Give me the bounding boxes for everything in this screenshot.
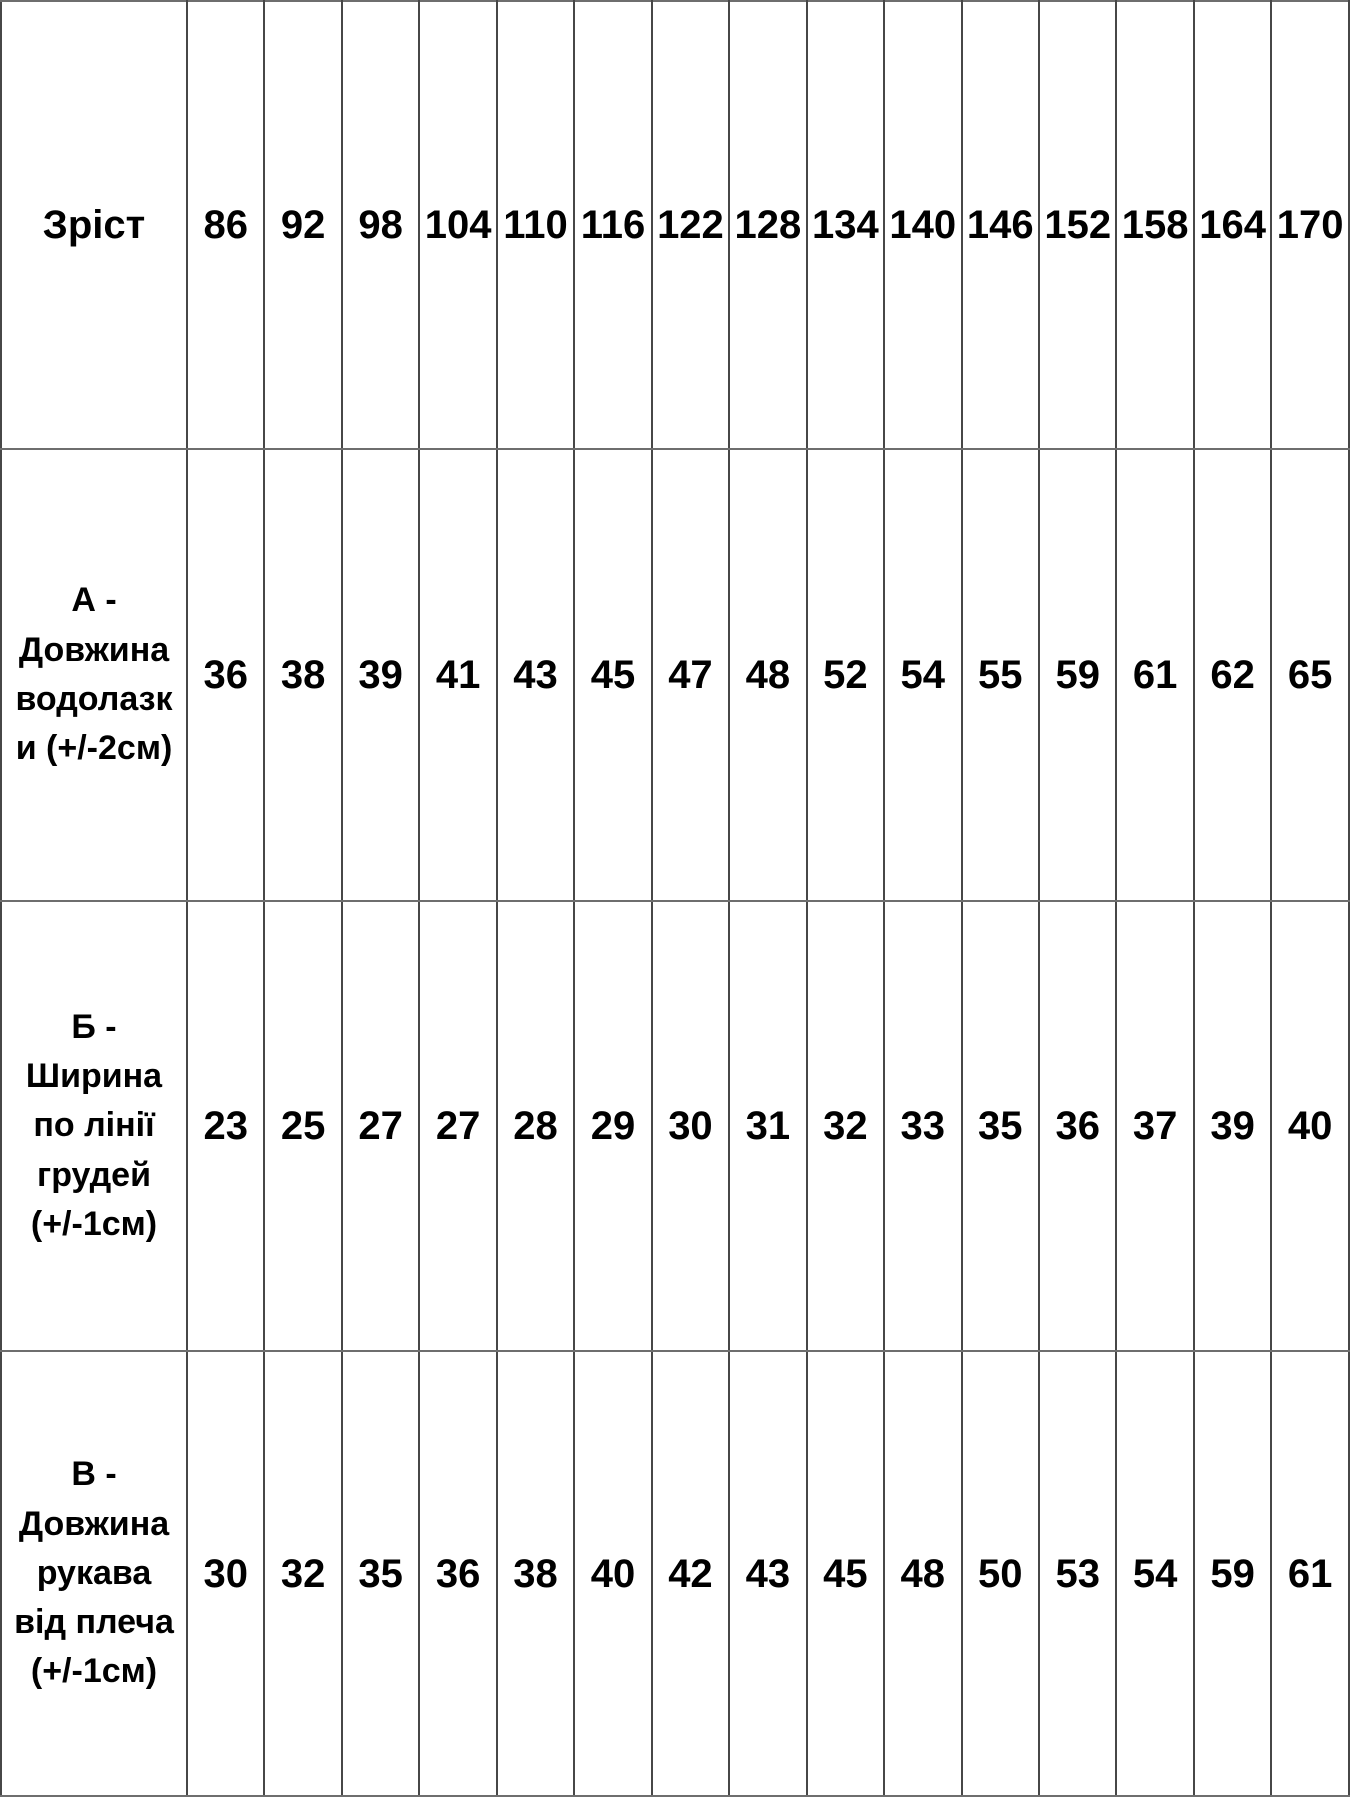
value-cell: 52 bbox=[805, 448, 886, 902]
value-cell: 55 bbox=[960, 448, 1040, 902]
value-cell: 36 bbox=[418, 1350, 498, 1797]
value-cell: 65 bbox=[1270, 448, 1350, 902]
value-cell: 23 bbox=[185, 900, 266, 1352]
size-table-row: Б - Ширина по лінії грудей (+/-1см) 23 25 2… bbox=[0, 900, 1350, 1352]
value-cell: 128 bbox=[728, 0, 808, 450]
size-table-row: Зріст 86 92 98 104 110 116 122 128 134 140 146 152 15… bbox=[0, 0, 1350, 450]
value-cell: 54 bbox=[1115, 1350, 1195, 1797]
value-cell: 30 bbox=[185, 1350, 266, 1797]
value-cell: 40 bbox=[1270, 900, 1350, 1352]
value-cell: 104 bbox=[418, 0, 498, 450]
value-cell: 40 bbox=[573, 1350, 653, 1797]
row-label-height: Зріст bbox=[0, 0, 188, 450]
value-cell: 48 bbox=[728, 448, 808, 902]
value-cell: 164 bbox=[1192, 0, 1273, 450]
value-cell: 59 bbox=[1037, 448, 1118, 902]
value-cell: 122 bbox=[650, 0, 731, 450]
value-cell: 42 bbox=[650, 1350, 731, 1797]
value-cell: 39 bbox=[1192, 900, 1273, 1352]
row-label: В - Довжина рукава від плеча (+/-1см) bbox=[0, 1350, 188, 1797]
value-cell: 98 bbox=[340, 0, 421, 450]
value-cell: 92 bbox=[263, 0, 343, 450]
value-cell: 62 bbox=[1192, 448, 1273, 902]
value-cell: 45 bbox=[805, 1350, 886, 1797]
value-cell: 32 bbox=[805, 900, 886, 1352]
value-cell: 59 bbox=[1192, 1350, 1273, 1797]
value-cell: 28 bbox=[495, 900, 576, 1352]
value-cell: 110 bbox=[495, 0, 576, 450]
value-cell: 140 bbox=[883, 0, 963, 450]
value-cell: 146 bbox=[960, 0, 1040, 450]
row-label: Б - Ширина по лінії грудей (+/-1см) bbox=[0, 900, 188, 1352]
value-cell: 31 bbox=[728, 900, 808, 1352]
size-table-row: А - Довжина водолазк и (+/-2см) 36 38 39 41 4… bbox=[0, 448, 1350, 902]
value-cell: 33 bbox=[883, 900, 963, 1352]
value-cell: 36 bbox=[1037, 900, 1118, 1352]
value-cell: 37 bbox=[1115, 900, 1195, 1352]
value-cell: 35 bbox=[340, 1350, 421, 1797]
value-cell: 38 bbox=[495, 1350, 576, 1797]
value-cell: 30 bbox=[650, 900, 731, 1352]
value-cell: 54 bbox=[883, 448, 963, 902]
value-cell: 86 bbox=[185, 0, 266, 450]
value-cell: 41 bbox=[418, 448, 498, 902]
value-cell: 47 bbox=[650, 448, 731, 902]
value-cell: 43 bbox=[728, 1350, 808, 1797]
value-cell: 158 bbox=[1115, 0, 1195, 450]
value-cell: 32 bbox=[263, 1350, 343, 1797]
value-cell: 25 bbox=[263, 900, 343, 1352]
value-cell: 35 bbox=[960, 900, 1040, 1352]
value-cell: 116 bbox=[573, 0, 653, 450]
value-cell: 27 bbox=[340, 900, 421, 1352]
value-cell: 29 bbox=[573, 900, 653, 1352]
value-cell: 61 bbox=[1115, 448, 1195, 902]
value-cell: 50 bbox=[960, 1350, 1040, 1797]
value-cell: 152 bbox=[1037, 0, 1118, 450]
value-cell: 39 bbox=[340, 448, 421, 902]
value-cell: 61 bbox=[1270, 1350, 1350, 1797]
row-label: А - Довжина водолазк и (+/-2см) bbox=[0, 448, 188, 902]
value-cell: 36 bbox=[185, 448, 266, 902]
value-cell: 48 bbox=[883, 1350, 963, 1797]
value-cell: 45 bbox=[573, 448, 653, 902]
value-cell: 134 bbox=[805, 0, 886, 450]
value-cell: 53 bbox=[1037, 1350, 1118, 1797]
size-table-row: В - Довжина рукава від плеча (+/-1см) 30 3… bbox=[0, 1350, 1350, 1797]
value-cell: 27 bbox=[418, 900, 498, 1352]
value-cell: 38 bbox=[263, 448, 343, 902]
value-cell: 43 bbox=[495, 448, 576, 902]
value-cell: 170 bbox=[1270, 0, 1350, 450]
